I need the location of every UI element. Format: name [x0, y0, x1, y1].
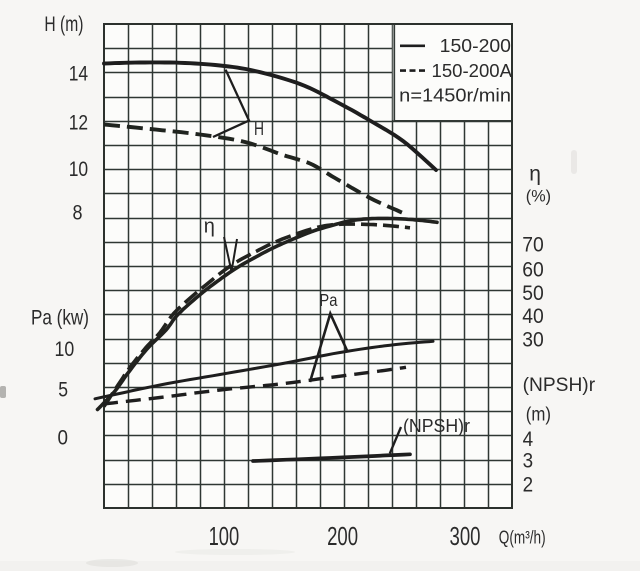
- svg-text:10: 10: [55, 338, 75, 361]
- svg-text:4: 4: [523, 428, 534, 451]
- svg-text:0: 0: [58, 427, 69, 450]
- svg-text:8: 8: [73, 202, 83, 225]
- svg-text:n=1450r/min: n=1450r/min: [399, 85, 511, 105]
- svg-text:2: 2: [523, 474, 534, 497]
- svg-text:(%): (%): [526, 187, 551, 206]
- svg-text:150-200A: 150-200A: [432, 61, 513, 81]
- svg-text:150-200: 150-200: [440, 36, 511, 56]
- svg-text:10: 10: [69, 158, 88, 181]
- svg-text:12: 12: [69, 112, 88, 135]
- svg-text:(NPSH)r: (NPSH)r: [523, 374, 596, 396]
- svg-text:Pa (kw): Pa (kw): [31, 307, 89, 330]
- svg-text:(m): (m): [526, 405, 551, 426]
- svg-text:100: 100: [209, 521, 240, 551]
- svg-text:η: η: [204, 216, 215, 238]
- svg-text:30: 30: [522, 328, 544, 351]
- svg-text:40: 40: [522, 305, 544, 328]
- svg-text:50: 50: [522, 282, 544, 305]
- svg-text:60: 60: [522, 259, 544, 282]
- svg-text:Pa: Pa: [319, 290, 337, 310]
- svg-text:H (m): H (m): [44, 13, 83, 36]
- svg-text:200: 200: [327, 521, 358, 551]
- svg-text:70: 70: [522, 233, 544, 256]
- svg-text:Q(m³/h): Q(m³/h): [499, 528, 546, 548]
- svg-text:H: H: [254, 119, 264, 139]
- svg-text:5: 5: [58, 379, 68, 402]
- svg-text:14: 14: [69, 62, 89, 85]
- svg-text:300: 300: [450, 521, 481, 551]
- svg-text:(NPSH)r: (NPSH)r: [403, 415, 470, 436]
- svg-text:3: 3: [523, 450, 534, 473]
- svg-text:η: η: [529, 163, 541, 186]
